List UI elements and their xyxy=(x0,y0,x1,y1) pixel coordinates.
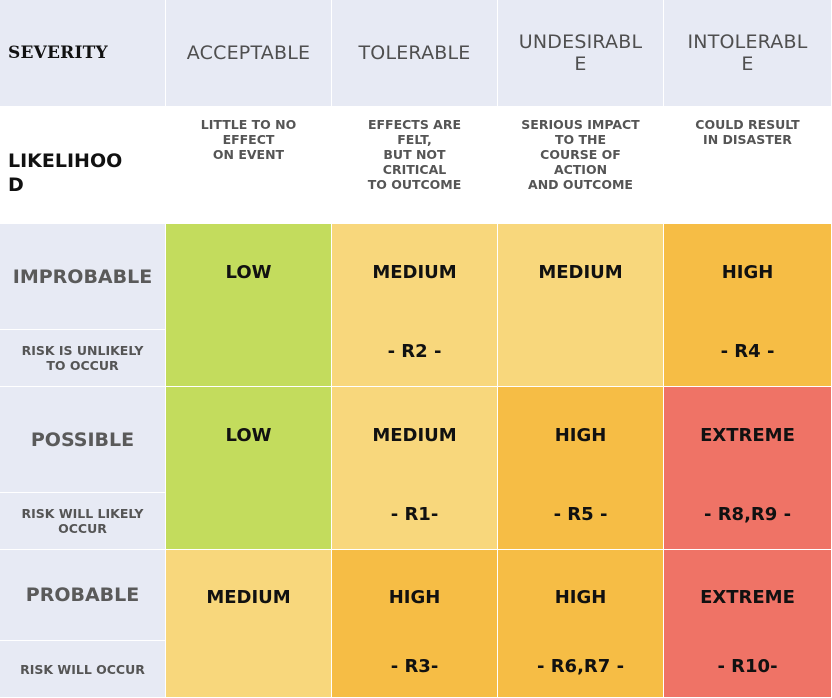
risk-cell: HIGH - R4 - xyxy=(664,224,832,387)
risk-codes: - R5 - xyxy=(553,504,608,525)
risk-cell: MEDIUM - R1- xyxy=(332,387,498,550)
risk-rating: MEDIUM xyxy=(372,262,457,283)
risk-rating: LOW xyxy=(225,425,272,446)
severity-tolerable-header: TOLERABLE xyxy=(332,0,498,107)
risk-rating: EXTREME xyxy=(700,425,795,446)
risk-cell: MEDIUM xyxy=(166,550,332,698)
severity-acceptable-header: ACCEPTABLE xyxy=(166,0,332,107)
risk-cell: MEDIUM - R2 - xyxy=(332,224,498,387)
risk-cell: EXTREME - R10- xyxy=(664,550,832,698)
risk-cell: HIGH - R5 - xyxy=(498,387,664,550)
risk-cell: HIGH - R3- xyxy=(332,550,498,698)
risk-cell: LOW xyxy=(166,224,332,387)
risk-rating: HIGH xyxy=(554,587,607,608)
risk-rating: MEDIUM xyxy=(538,262,623,283)
likelihood-probable: PROBABLE RISK WILL OCCUR xyxy=(0,550,166,698)
severity-header: SEVERITY xyxy=(0,0,166,107)
risk-cell: MEDIUM xyxy=(498,224,664,387)
risk-rating: EXTREME xyxy=(700,587,795,608)
risk-codes: - R10- xyxy=(717,656,778,677)
severity-intolerable-header: INTOLERABL E xyxy=(664,0,832,107)
tolerable-description: EFFECTS ARE FELT, BUT NOT CRITICAL TO OU… xyxy=(332,107,498,224)
risk-cell: EXTREME - R8,R9 - xyxy=(664,387,832,550)
risk-codes: - R8,R9 - xyxy=(703,504,792,525)
risk-codes: - R6,R7 - xyxy=(536,656,625,677)
likelihood-level-label: IMPROBABLE xyxy=(0,224,165,330)
risk-rating: HIGH xyxy=(721,262,774,283)
risk-rating: HIGH xyxy=(388,587,441,608)
risk-codes: - R2 - xyxy=(387,341,442,362)
likelihood-description: RISK WILL LIKELY OCCUR xyxy=(21,506,144,536)
risk-codes: - R1- xyxy=(390,504,439,525)
risk-rating: HIGH xyxy=(554,425,607,446)
severity-undesirable-header: UNDESIRABL E xyxy=(498,0,664,107)
risk-cell: HIGH - R6,R7 - xyxy=(498,550,664,698)
likelihood-description: RISK IS UNLIKELY TO OCCUR xyxy=(21,343,144,373)
risk-rating: LOW xyxy=(225,262,272,283)
risk-codes: - R4 - xyxy=(720,341,775,362)
risk-cell: LOW xyxy=(166,387,332,550)
likelihood-possible: POSSIBLE RISK WILL LIKELY OCCUR xyxy=(0,387,166,550)
likelihood-level-label: POSSIBLE xyxy=(0,387,165,493)
undesirable-description: SERIOUS IMPACT TO THE COURSE OF ACTION A… xyxy=(498,107,664,224)
likelihood-description: RISK WILL OCCUR xyxy=(20,661,145,677)
acceptable-description: LITTLE TO NO EFFECT ON EVENT xyxy=(166,107,332,224)
risk-codes: - R3- xyxy=(390,656,439,677)
intolerable-description: COULD RESULT IN DISASTER xyxy=(664,107,832,224)
likelihood-level-label: PROBABLE xyxy=(0,550,165,641)
risk-rating: MEDIUM xyxy=(206,587,291,608)
likelihood-improbable: IMPROBABLE RISK IS UNLIKELY TO OCCUR xyxy=(0,224,166,387)
risk-rating: MEDIUM xyxy=(372,425,457,446)
likelihood-header: LIKELIHOO D xyxy=(0,107,166,224)
